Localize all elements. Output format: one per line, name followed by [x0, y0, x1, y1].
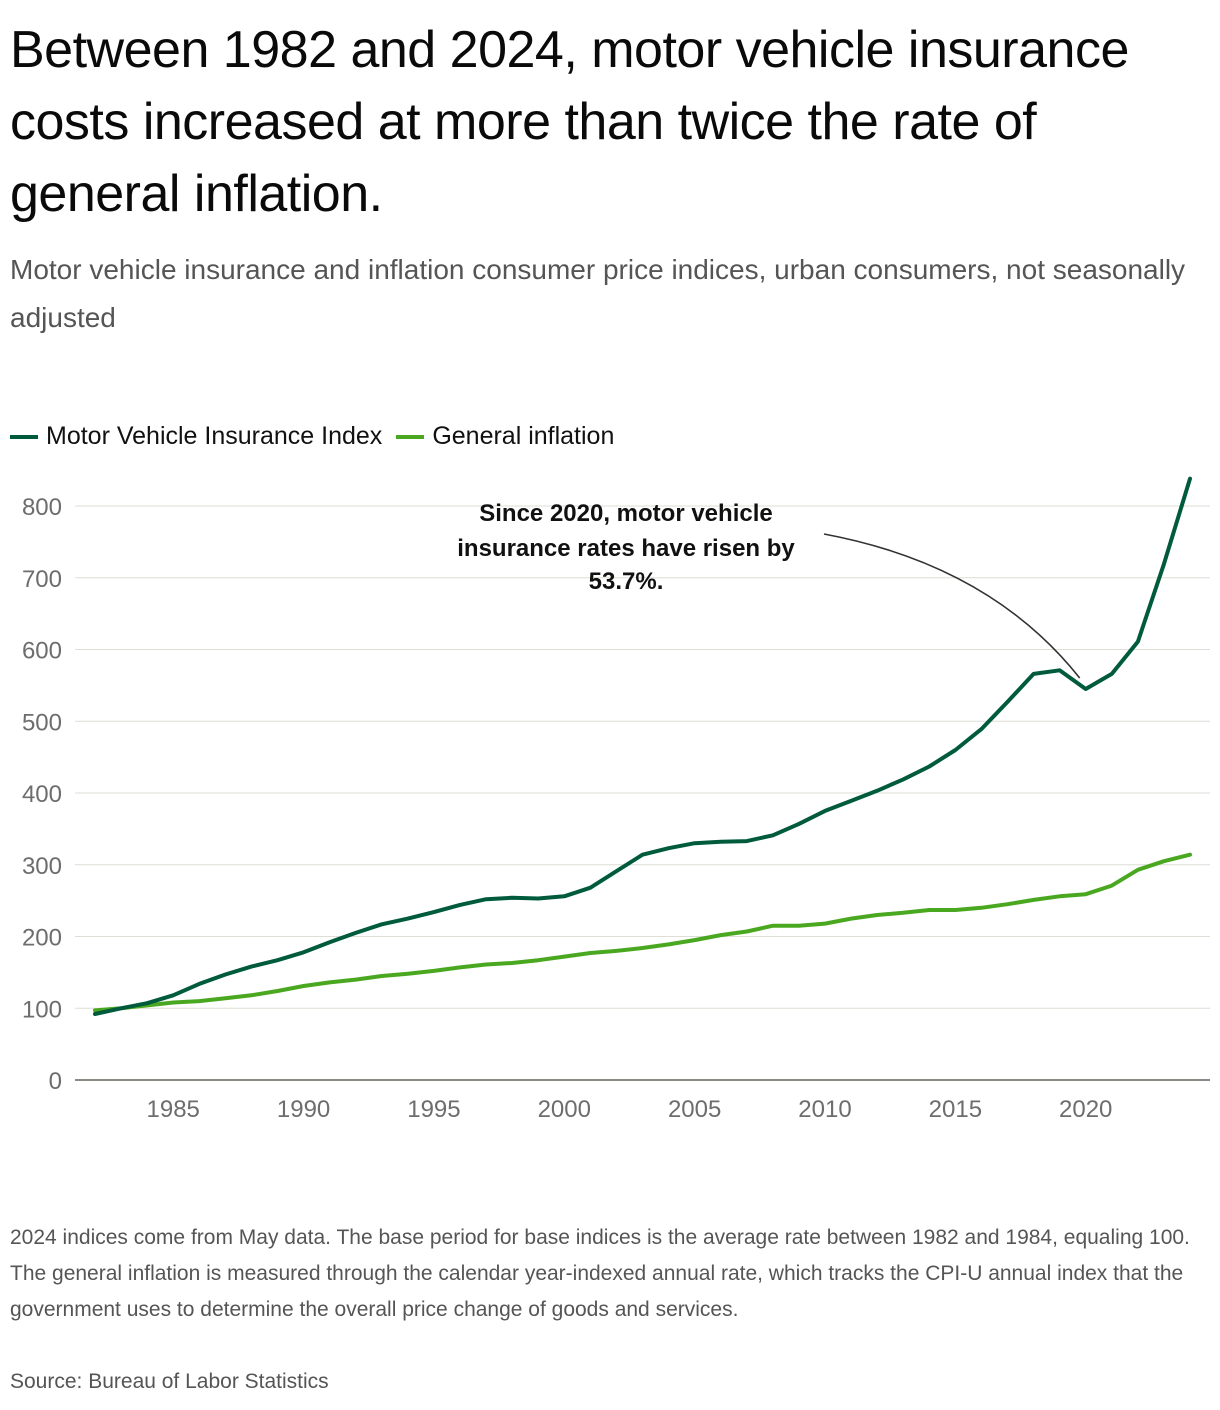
source-note: Source: Bureau of Labor Statistics	[10, 1370, 329, 1393]
y-tick-label: 700	[22, 566, 62, 593]
y-tick-label: 600	[22, 638, 62, 665]
annotation-line-1: Since 2020, motor vehicle	[479, 500, 772, 527]
x-tick-label: 2000	[538, 1096, 591, 1123]
legend-swatch-inflation	[396, 434, 425, 439]
series-line-inflation	[93, 852, 1192, 1013]
y-tick-label: 200	[22, 925, 62, 952]
x-tick-label: 1990	[277, 1096, 330, 1123]
series-lines	[93, 476, 1192, 1016]
x-tick-label: 1995	[407, 1096, 460, 1123]
legend-label-insurance: Motor Vehicle Insurance Index	[46, 422, 383, 450]
legend-label-inflation: General inflation	[432, 422, 615, 450]
legend-item-insurance: Motor Vehicle Insurance Index	[10, 422, 382, 451]
y-tick-label: 800	[22, 494, 62, 521]
x-tick-label: 2005	[668, 1096, 721, 1123]
y-tick-label: 400	[22, 781, 62, 808]
y-tick-label: 0	[49, 1068, 62, 1095]
series-line-insurance	[93, 476, 1192, 1016]
legend-item-inflation: General inflation	[396, 422, 614, 451]
gridlines	[75, 505, 1210, 1081]
chart-subtitle: Motor vehicle insurance and inflation co…	[10, 254, 1186, 333]
x-tick-label: 2015	[929, 1096, 982, 1123]
y-tick-label: 300	[22, 853, 62, 880]
annotation-leader-line	[823, 533, 1081, 679]
legend-swatch-insurance	[10, 434, 38, 439]
y-tick-label: 500	[22, 709, 62, 736]
x-tick-label: 2010	[798, 1096, 851, 1123]
y-tick-label: 100	[22, 996, 62, 1023]
legend: Motor Vehicle Insurance Index General in…	[10, 422, 628, 451]
y-axis-ticks: 0 100 200 300 400 500 600 700 800	[22, 494, 62, 1095]
x-tick-label: 2020	[1059, 1096, 1112, 1123]
chart-title: Between 1982 and 2024, motor vehicle ins…	[10, 21, 1129, 223]
x-tick-label: 1985	[147, 1096, 200, 1123]
x-axis-ticks: 1985 1990 1995 2000 2005 2010 2015 2020	[147, 1096, 1113, 1123]
annotation-line-3: 53.7%.	[589, 568, 664, 595]
annotation-line-2: insurance rates have risen by	[457, 535, 795, 562]
annotation: Since 2020, motor vehicle insurance rate…	[457, 500, 1081, 679]
line-chart: 0 100 200 300 400 500 600 700 800 1985 1990 1995 20…	[22, 476, 1210, 1123]
footnote: 2024 indices come from May data. The bas…	[10, 1226, 1190, 1321]
